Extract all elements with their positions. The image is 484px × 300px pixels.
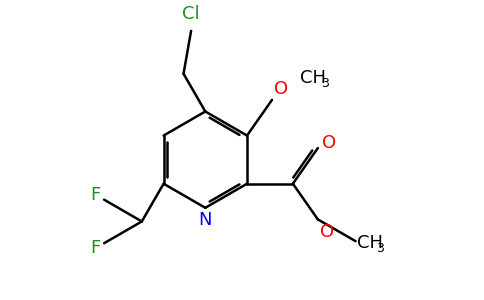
Text: O: O [321,134,336,152]
Text: 3: 3 [376,242,384,255]
Text: CH: CH [301,69,326,87]
Text: F: F [90,186,100,204]
Text: 3: 3 [320,77,329,90]
Text: N: N [198,211,212,229]
Text: F: F [90,239,100,257]
Text: Cl: Cl [182,4,200,22]
Text: O: O [274,80,288,98]
Text: CH: CH [357,234,382,252]
Text: O: O [320,223,334,241]
